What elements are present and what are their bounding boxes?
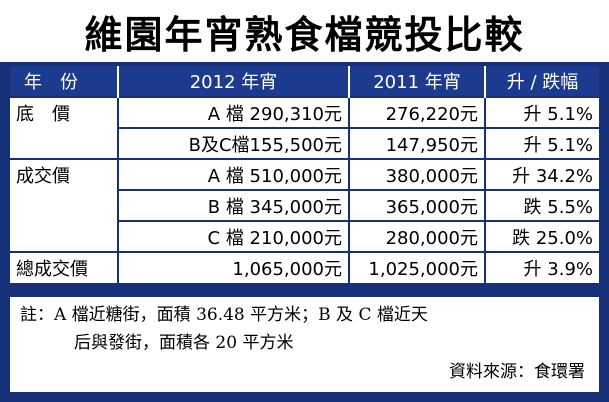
table-row: C 檔 210,000元 280,000元 跌 25.0%: [10, 220, 599, 252]
note-text: 註：A 檔近糖街，面積 36.48 平方米；B 及 C 檔近天: [20, 305, 428, 325]
note-text-continued: 后與發街，面積各 20 平方米: [74, 333, 294, 353]
row-label: [10, 128, 119, 159]
row-label: [10, 190, 119, 221]
table-row: 成交價 A 檔 510,000元 380,000元 升 34.2%: [10, 158, 599, 190]
cell-change: 升 34.2%: [485, 158, 599, 190]
table-row: 總成交價 1,065,000元 1,025,000元 升 3.9%: [10, 251, 599, 283]
header-change: 升 / 跌幅: [485, 66, 599, 97]
cell-2012: A 檔 510,000元: [118, 158, 350, 190]
cell-2012: C 檔 210,000元: [118, 220, 350, 252]
header-2011: 2011 年宵: [349, 66, 486, 97]
cell-2011: 380,000元: [349, 158, 486, 190]
cell-2011: 365,000元: [349, 189, 486, 221]
cell-change: 升 3.9%: [485, 251, 599, 283]
row-label: 底 價: [10, 96, 119, 128]
page-title: 維園年宵熟食檔競投比較: [0, 0, 609, 62]
cell-2011: 147,950元: [349, 127, 486, 159]
header-year: 年 份: [10, 66, 119, 97]
table-row: B及C檔155,500元 147,950元 升 5.1%: [10, 127, 599, 159]
cell-2011: 276,220元: [349, 96, 486, 128]
source-credit: 資料來源：食環署: [449, 362, 585, 382]
cell-2012: A 檔 290,310元: [118, 96, 350, 128]
cell-change: 升 5.1%: [485, 96, 599, 128]
cell-change: 升 5.1%: [485, 127, 599, 159]
row-label: 總成交價: [10, 251, 119, 283]
cell-2011: 280,000元: [349, 220, 486, 252]
table-header-row: 年 份 2012 年宵 2011 年宵 升 / 跌幅: [10, 66, 599, 97]
table-row: B 檔 345,000元 365,000元 跌 5.5%: [10, 189, 599, 221]
comparison-table: 年 份 2012 年宵 2011 年宵 升 / 跌幅 底 價 A 檔 290,3…: [10, 66, 599, 283]
cell-2012: 1,065,000元: [118, 251, 350, 283]
cell-change: 跌 25.0%: [485, 220, 599, 252]
table-row: 底 價 A 檔 290,310元 276,220元 升 5.1%: [10, 96, 599, 128]
cell-2012: B及C檔155,500元: [118, 127, 350, 159]
cell-2011: 1,025,000元: [349, 251, 486, 283]
row-label: [10, 221, 119, 252]
notes-section: 註：A 檔近糖街，面積 36.48 平方米；B 及 C 檔近天 后與發街，面積各…: [10, 297, 599, 392]
row-label: 成交價: [10, 158, 119, 190]
cell-change: 跌 5.5%: [485, 189, 599, 221]
cell-2012: B 檔 345,000元: [118, 189, 350, 221]
header-2012: 2012 年宵: [118, 66, 350, 97]
